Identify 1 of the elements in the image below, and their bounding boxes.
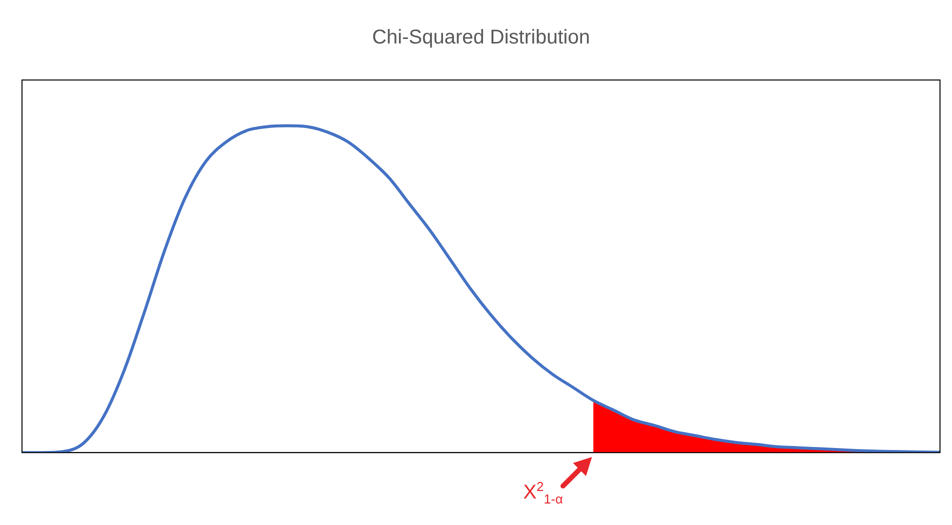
chart-title: Chi-Squared Distribution	[372, 26, 590, 49]
